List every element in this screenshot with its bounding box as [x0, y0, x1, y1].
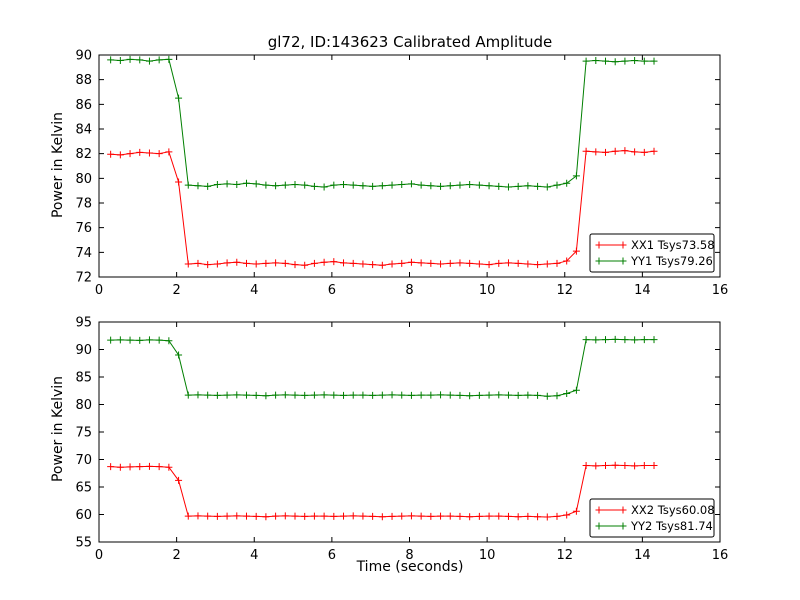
x-axis-label: Time (seconds): [356, 559, 464, 575]
x-tick-label: 12: [556, 548, 573, 563]
legend-label: XX2 Tsys60.08: [631, 503, 715, 517]
y-tick-label: 85: [75, 371, 92, 386]
y-tick-label: 78: [75, 197, 92, 212]
chart-title: gl72, ID:143623 Calibrated Amplitude: [267, 33, 553, 51]
x-tick-label: 6: [328, 283, 336, 298]
legend-marker: [595, 241, 627, 249]
legend-label: XX1 Tsys73.58: [631, 238, 715, 252]
y-tick-label: 75: [75, 426, 92, 441]
x-tick-label: 14: [634, 283, 651, 298]
x-tick-label: 16: [712, 283, 729, 298]
y-tick-label: 65: [75, 481, 92, 496]
top-y-axis-label: Power in Kelvin: [50, 111, 66, 219]
y-tick-label: 82: [75, 147, 92, 162]
x-tick-label: 6: [328, 548, 336, 563]
y-tick-label: 90: [75, 49, 92, 64]
legend-box: [589, 233, 715, 273]
series-line: [110, 150, 655, 266]
x-tick-label: 12: [556, 283, 573, 298]
y-tick-label: 80: [75, 172, 92, 187]
series-line: [110, 464, 655, 518]
series-line: [110, 338, 655, 397]
x-tick-label: 4: [250, 283, 258, 298]
legend-label: YY2 Tsys81.74: [630, 519, 713, 533]
x-tick-label: 14: [634, 548, 651, 563]
y-tick-label: 76: [75, 221, 92, 236]
series-line: [110, 58, 655, 188]
y-tick-label: 70: [75, 453, 92, 468]
x-tick-label: 10: [479, 283, 496, 298]
series-markers: [107, 147, 658, 269]
legend-box: [589, 498, 715, 538]
series-markers: [107, 55, 658, 191]
legend-marker: [595, 522, 627, 530]
x-tick-label: 8: [405, 283, 413, 298]
y-tick-label: 90: [75, 343, 92, 358]
y-tick-label: 72: [75, 271, 92, 286]
x-tick-label: 2: [172, 548, 180, 563]
x-tick-label: 16: [712, 548, 729, 563]
y-tick-label: 86: [75, 98, 92, 113]
legend-marker: [595, 506, 627, 514]
legend-label: YY1 Tsys79.26: [630, 254, 713, 268]
x-tick-label: 0: [95, 283, 103, 298]
legend-marker: [595, 257, 627, 265]
x-tick-label: 10: [479, 548, 496, 563]
y-tick-label: 95: [75, 316, 92, 331]
series-markers: [107, 461, 658, 521]
y-tick-label: 74: [75, 246, 92, 261]
y-tick-label: 60: [75, 508, 92, 523]
series-markers: [107, 335, 658, 400]
x-tick-label: 2: [172, 283, 180, 298]
x-tick-label: 4: [250, 548, 258, 563]
bottom-y-axis-label: Power in Kelvin: [50, 375, 66, 483]
y-tick-label: 88: [75, 73, 92, 88]
x-tick-label: 8: [405, 548, 413, 563]
y-tick-label: 84: [75, 123, 92, 138]
y-tick-label: 55: [75, 536, 92, 551]
y-tick-label: 80: [75, 398, 92, 413]
x-tick-label: 0: [95, 548, 103, 563]
